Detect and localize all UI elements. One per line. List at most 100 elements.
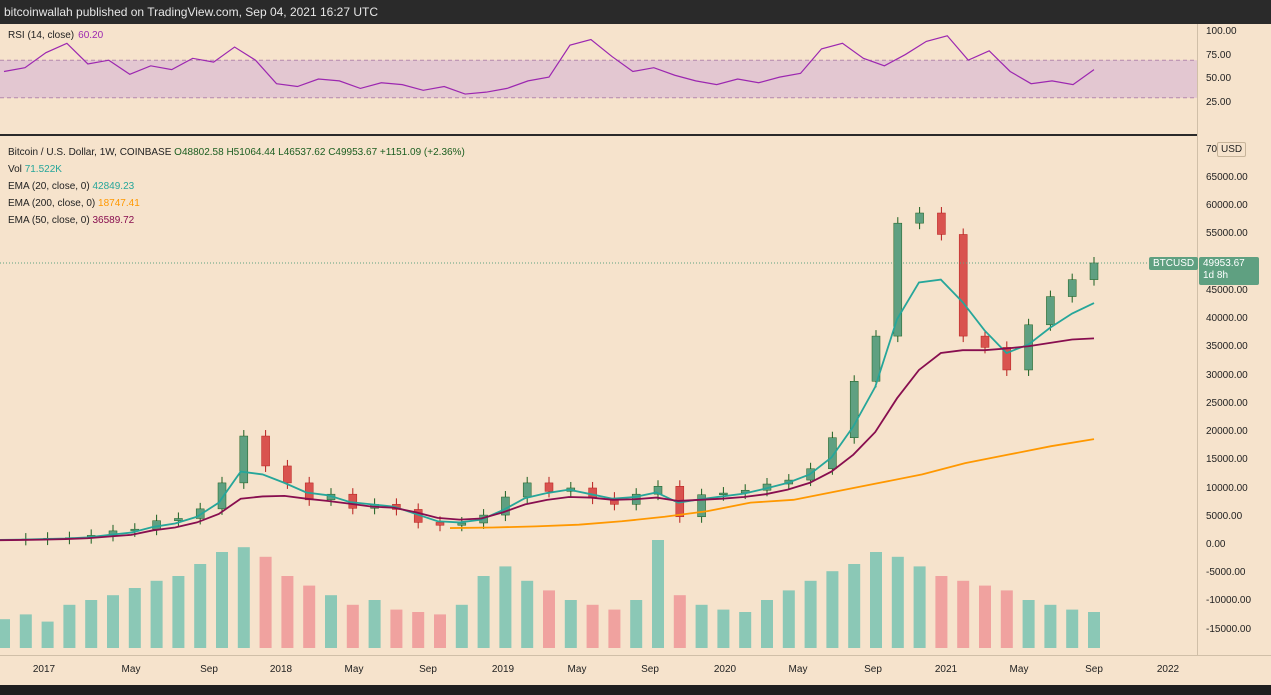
candle xyxy=(1067,279,1077,297)
time-tick-label: May xyxy=(344,664,364,675)
volume-bar xyxy=(564,600,577,648)
volume-bar xyxy=(1044,604,1057,648)
symbol-price-label: BTCUSD xyxy=(1149,257,1199,270)
rsi-tick-label: 75.00 xyxy=(1206,49,1232,61)
candle xyxy=(261,435,270,467)
vol-value: 71.522K xyxy=(24,164,62,175)
price-tick-label: -15000.00 xyxy=(1206,623,1252,635)
volume-bar xyxy=(259,556,272,648)
price-tick-label: 55000.00 xyxy=(1206,228,1248,240)
price-tick-label: 0.00 xyxy=(1206,539,1226,550)
volume-bar xyxy=(499,566,512,648)
volume-bar xyxy=(673,595,686,648)
volume-bar xyxy=(412,612,425,648)
price-tick-label: -10000.00 xyxy=(1206,595,1252,607)
candle xyxy=(828,437,837,470)
bar-countdown: 1d 8h xyxy=(1203,270,1229,281)
volume-bar xyxy=(63,604,76,648)
time-tick-label: 2018 xyxy=(269,664,293,675)
currency-label[interactable]: USD xyxy=(1217,142,1247,157)
volume-bar xyxy=(695,604,708,648)
last-price-label: 49953.67 1d 8h xyxy=(1199,257,1259,285)
candle xyxy=(915,212,924,224)
price-tick-label: 45000.00 xyxy=(1206,284,1248,296)
main-legend: Bitcoin / U.S. Dollar, 1W, COINBASE O488… xyxy=(8,144,465,229)
candle xyxy=(719,492,728,495)
volume-bar xyxy=(107,595,119,648)
volume-bar xyxy=(390,609,403,648)
volume-bar xyxy=(216,552,228,648)
ema20-value: 42849.23 xyxy=(92,181,135,192)
rsi-title: RSI (14, close) xyxy=(8,30,75,41)
candle xyxy=(1002,347,1012,371)
ema50-line xyxy=(0,337,1095,542)
price-tick-label: 25000.00 xyxy=(1206,397,1248,409)
volume-bar xyxy=(979,585,991,648)
price-tick-label: 60000.00 xyxy=(1206,200,1248,212)
volume-bar xyxy=(477,576,490,648)
volume-bar xyxy=(739,612,752,648)
candle xyxy=(152,520,161,530)
time-tick-label: 2019 xyxy=(491,664,515,675)
price-tick-label: 30000.00 xyxy=(1206,369,1248,381)
volume-bar xyxy=(761,600,773,648)
rsi-tick-label: 100.00 xyxy=(1206,26,1237,37)
volume-bar xyxy=(41,621,54,648)
volume-bar xyxy=(652,540,664,648)
volume-bar xyxy=(717,609,730,648)
volume-bar xyxy=(346,604,359,648)
rsi-band xyxy=(0,60,1197,98)
volume-bar xyxy=(0,619,10,648)
price-tick-label: 15000.00 xyxy=(1206,454,1248,466)
candle xyxy=(304,482,314,501)
volume-bar xyxy=(368,600,381,648)
volume-bar xyxy=(194,564,207,648)
volume-bar xyxy=(325,595,337,648)
time-tick-label: Sep xyxy=(864,664,882,675)
price-tick-label: 70 xyxy=(1206,143,1218,155)
price-tick-label: 20000.00 xyxy=(1206,426,1248,438)
volume-bar xyxy=(1088,612,1100,648)
volume-bar xyxy=(281,576,294,648)
rsi-value: 60.20 xyxy=(78,30,104,41)
volume-bar xyxy=(150,580,163,648)
volume-bar xyxy=(128,588,141,648)
ema20-label: EMA (20, close, 0) xyxy=(8,181,90,192)
volume-bar xyxy=(630,600,643,648)
ema200-label: EMA (200, close, 0) xyxy=(8,198,96,209)
volume-bar xyxy=(172,576,185,648)
rsi-tick-label: 50.00 xyxy=(1206,73,1232,84)
time-tick-label: Sep xyxy=(1085,664,1103,675)
volume-bar xyxy=(543,590,555,648)
footer-bar xyxy=(0,685,1271,695)
chart-pane[interactable] xyxy=(0,24,1197,655)
volume-bar xyxy=(303,585,316,648)
time-tick-label: May xyxy=(121,664,141,675)
volume-bar xyxy=(455,604,468,648)
time-tick-label: May xyxy=(1009,664,1029,675)
volume-bar xyxy=(586,604,599,648)
time-tick-label: Sep xyxy=(641,664,659,675)
time-tick-label: 2021 xyxy=(934,664,958,675)
pane-separator[interactable] xyxy=(0,134,1197,136)
candle xyxy=(980,335,990,348)
ema200-line xyxy=(449,438,1095,529)
volume-bar xyxy=(85,600,98,648)
volume-bar xyxy=(1066,609,1079,648)
candle xyxy=(849,381,859,438)
volume-bar xyxy=(913,566,926,648)
candle xyxy=(958,234,968,337)
time-axis[interactable]: 2017 May Sep 2018 May Sep 2019 May Sep 2020 May Sep… xyxy=(0,655,1271,685)
publish-text: bitcoinwallah published on TradingView.c… xyxy=(4,5,379,19)
time-tick-label: Sep xyxy=(419,664,437,675)
time-tick-label: 2022 xyxy=(1156,664,1180,675)
ema50-value: 36589.72 xyxy=(92,215,135,226)
price-axis[interactable]: 100.00 75.00 50.00 25.00 70 65000.00 60000.00 5… xyxy=(1197,24,1271,655)
time-tick-label: 2017 xyxy=(32,664,56,675)
candle xyxy=(522,482,532,498)
volume-bar xyxy=(848,564,861,648)
volume-bar xyxy=(957,580,970,648)
volume-bar xyxy=(870,552,882,648)
price-tick-label: 10000.00 xyxy=(1206,482,1248,494)
rsi-tick-label: 25.00 xyxy=(1206,96,1232,108)
